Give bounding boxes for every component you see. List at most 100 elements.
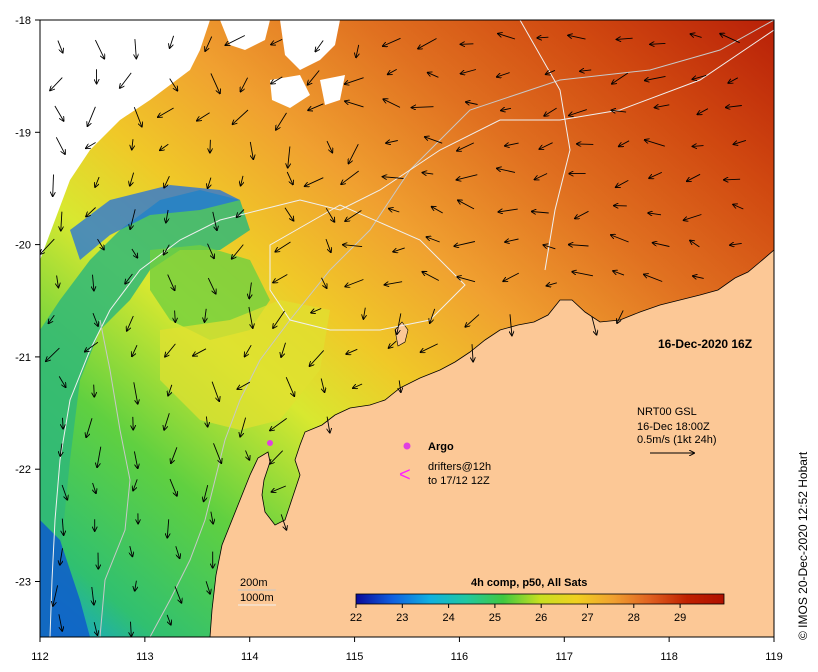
current-arrow bbox=[225, 35, 246, 46]
current-arrow bbox=[734, 139, 747, 144]
coastline bbox=[209, 249, 774, 637]
current-arrow bbox=[212, 211, 217, 230]
current-arrow bbox=[327, 416, 330, 433]
x-tick-label: 115 bbox=[346, 651, 364, 663]
current-arrow bbox=[535, 173, 548, 180]
current-arrow bbox=[690, 241, 700, 248]
current-arrow bbox=[171, 447, 178, 463]
current-arrow bbox=[168, 384, 173, 396]
current-arrow bbox=[95, 176, 100, 187]
current-arrow bbox=[245, 344, 252, 356]
current-arrow bbox=[422, 272, 440, 281]
current-arrow bbox=[505, 239, 519, 242]
current-arrow bbox=[645, 75, 666, 80]
current-arrow bbox=[133, 382, 138, 404]
current-arrow bbox=[62, 518, 63, 535]
current-arrow bbox=[166, 614, 171, 625]
isobath-1000m-loop bbox=[269, 204, 466, 331]
current-arrow bbox=[273, 310, 285, 328]
argo-legend-label: Argo bbox=[428, 441, 454, 453]
isobath-1000m-north bbox=[519, 20, 571, 271]
current-arrow bbox=[457, 174, 478, 180]
colorbar-tick-label: 24 bbox=[442, 612, 454, 624]
current-arrow bbox=[648, 213, 662, 215]
current-arrow bbox=[40, 238, 55, 254]
current-arrow bbox=[285, 377, 294, 396]
current-arrow bbox=[86, 142, 96, 149]
current-arrow bbox=[50, 77, 63, 91]
current-arrow bbox=[286, 171, 293, 184]
current-arrow bbox=[232, 244, 244, 259]
current-arrow bbox=[726, 106, 742, 108]
x-tick-label: 117 bbox=[556, 651, 574, 663]
current-arrow bbox=[616, 180, 629, 187]
current-arrow bbox=[276, 112, 287, 130]
colorbar-ticks: 22 23 24 25 26 27 28 29 bbox=[350, 604, 686, 624]
current-arrow bbox=[205, 308, 207, 322]
current-arrow bbox=[97, 238, 104, 249]
current-arrow bbox=[249, 141, 253, 159]
current-arrow bbox=[174, 586, 181, 602]
current-arrow bbox=[383, 37, 401, 46]
argo-legend: Argo bbox=[403, 441, 454, 453]
current-arrow bbox=[85, 341, 99, 351]
current-arrow bbox=[170, 35, 175, 48]
current-arrow bbox=[532, 212, 549, 214]
current-arrow bbox=[93, 274, 94, 291]
current-arrow bbox=[53, 585, 59, 606]
current-arrow bbox=[207, 243, 215, 259]
current-arrow bbox=[547, 283, 557, 286]
contour-legend-1000m: 1000m bbox=[240, 592, 274, 604]
current-arrow bbox=[423, 173, 434, 175]
current-arrow bbox=[86, 207, 96, 217]
current-arrow bbox=[728, 77, 739, 83]
current-arrow bbox=[613, 271, 625, 276]
current-arrow bbox=[211, 381, 219, 401]
cloud-cover bbox=[40, 20, 345, 260]
current-arrow bbox=[653, 243, 670, 247]
map-date-label: 16-Dec-2020 16Z bbox=[658, 337, 752, 351]
current-arrow bbox=[497, 72, 510, 77]
current-arrow bbox=[389, 340, 397, 348]
current-arrow bbox=[205, 581, 210, 594]
colorbar-title: 4h comp, p50, All Sats bbox=[471, 577, 587, 589]
current-arrow bbox=[388, 69, 397, 74]
current-arrow bbox=[125, 273, 133, 284]
current-arrow bbox=[60, 548, 63, 565]
current-arrow bbox=[497, 168, 516, 173]
current-arrow bbox=[49, 314, 55, 323]
map-frame bbox=[39, 19, 775, 638]
current-arrow bbox=[454, 241, 476, 247]
current-arrow bbox=[546, 69, 556, 74]
x-tick-label: 113 bbox=[136, 651, 154, 663]
y-axis: -18 -19 -20 -21 -22 -23 bbox=[15, 15, 40, 589]
current-arrow bbox=[325, 238, 331, 252]
current-arrow bbox=[325, 207, 334, 222]
drifter-legend-line1: drifters@12h bbox=[428, 461, 491, 473]
current-arrow bbox=[510, 314, 512, 335]
current-arrow bbox=[166, 209, 168, 223]
current-arrow bbox=[421, 343, 438, 352]
current-arrow bbox=[691, 34, 702, 37]
current-arrow bbox=[288, 146, 290, 168]
current-arrow bbox=[167, 274, 175, 291]
current-arrow bbox=[97, 446, 102, 468]
current-arrow bbox=[164, 244, 170, 255]
current-arrow bbox=[428, 73, 439, 78]
current-arrow bbox=[461, 44, 474, 45]
current-arrow bbox=[591, 316, 597, 334]
current-arrow bbox=[580, 70, 592, 71]
current-arrow bbox=[208, 177, 211, 189]
current-legend: NRT00 GSL 16-Dec 18:00Z 0.5m/s (1kt 24h) bbox=[637, 406, 716, 453]
current-arrow bbox=[130, 209, 136, 229]
current-arrow bbox=[457, 277, 476, 283]
current-arrow bbox=[611, 235, 629, 243]
current-arrow bbox=[356, 44, 359, 57]
y-tick-label: -23 bbox=[15, 577, 31, 589]
colorbar-tick-label: 22 bbox=[350, 612, 362, 624]
current-arrow bbox=[164, 176, 170, 187]
colorbar-ramp bbox=[355, 593, 725, 605]
current-arrow bbox=[63, 417, 64, 429]
current-arrow bbox=[383, 177, 404, 179]
argo-legend-icon bbox=[403, 442, 411, 450]
